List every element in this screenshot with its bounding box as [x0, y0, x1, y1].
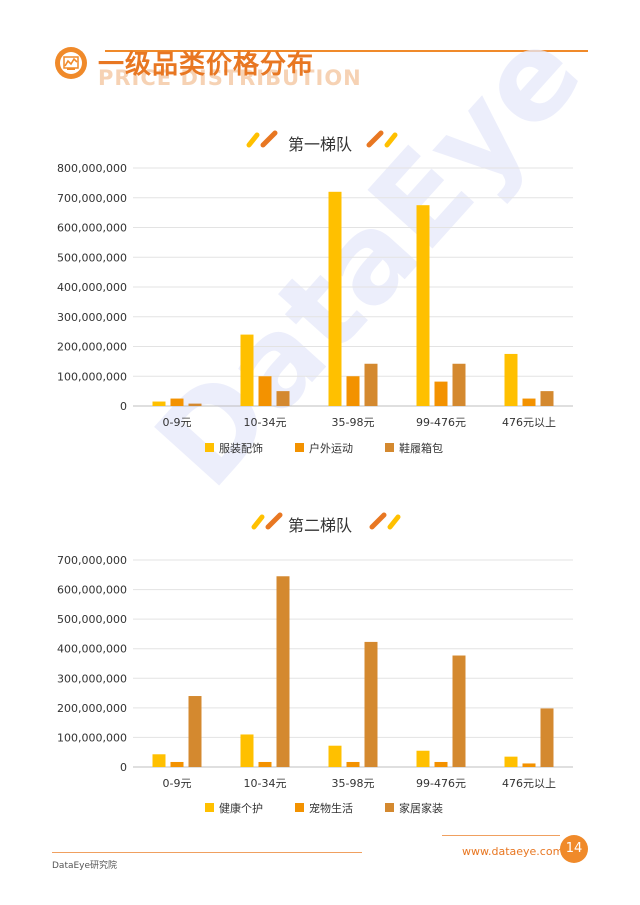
bar — [276, 576, 290, 767]
legend-swatch — [295, 443, 304, 452]
bar — [346, 761, 360, 767]
bar — [452, 655, 466, 767]
chart-1: 0 100,000,000 200,000,000 300,000,000 400,00… — [57, 162, 573, 455]
footer-url[interactable]: www.dataeye.com — [462, 845, 564, 858]
bar — [328, 745, 342, 767]
bar — [434, 761, 448, 767]
bar — [504, 756, 518, 767]
y-tick-label: 0 — [120, 400, 127, 413]
decor-stripe-icon — [251, 512, 283, 530]
bar — [452, 363, 466, 406]
legend-label: 鞋履箱包 — [399, 441, 443, 455]
bar — [364, 363, 378, 406]
legend-label: 户外运动 — [309, 441, 353, 455]
legend-swatch — [205, 443, 214, 452]
x-tick-label: 0-9元 — [163, 416, 192, 429]
legend-swatch — [385, 443, 394, 452]
chart-icon — [55, 47, 87, 79]
x-tick-label: 476元以上 — [502, 416, 556, 429]
y-tick-label: 200,000,000 — [57, 702, 127, 715]
y-tick-label: 300,000,000 — [57, 672, 127, 685]
bar — [540, 708, 554, 767]
bar — [152, 754, 166, 767]
y-tick-label: 500,000,000 — [57, 613, 127, 626]
x-tick-label: 99-476元 — [416, 777, 466, 790]
bar — [504, 353, 518, 406]
y-tick-label: 800,000,000 — [57, 162, 127, 175]
bar — [540, 391, 554, 406]
decor-stripe-icon — [369, 512, 401, 530]
bar — [170, 398, 184, 406]
bar — [416, 205, 430, 406]
legend-label: 家居家装 — [399, 801, 443, 815]
x-tick-label: 0-9元 — [163, 777, 192, 790]
bar — [258, 376, 272, 406]
x-tick-label: 10-34元 — [244, 777, 287, 790]
bar — [522, 398, 536, 406]
y-tick-label: 700,000,000 — [57, 554, 127, 567]
y-tick-label: 600,000,000 — [57, 584, 127, 597]
footer-rule — [52, 852, 362, 853]
legend-label: 宠物生活 — [309, 801, 353, 815]
page-title: 一级品类价格分布 — [98, 50, 315, 80]
footer-org: DataEye研究院 — [52, 861, 118, 871]
x-tick-label: 10-34元 — [244, 416, 287, 429]
y-tick-label: 400,000,000 — [57, 281, 127, 294]
x-tick-label: 35-98元 — [332, 777, 375, 790]
legend-swatch — [205, 803, 214, 812]
legend-label: 健康个护 — [219, 801, 263, 815]
footer-rule — [442, 835, 560, 836]
legend-swatch — [385, 803, 394, 812]
page-number: 14 — [560, 835, 588, 863]
chart-2-title: 第二梯队 — [287, 516, 352, 535]
bar — [188, 696, 202, 767]
y-tick-label: 500,000,000 — [57, 251, 127, 264]
bar — [258, 761, 272, 767]
bar — [170, 761, 184, 767]
legend-swatch — [295, 803, 304, 812]
decor-stripe-icon — [366, 130, 398, 148]
bar — [276, 391, 290, 406]
bar — [152, 401, 166, 406]
x-tick-label: 99-476元 — [416, 416, 466, 429]
y-tick-label: 400,000,000 — [57, 643, 127, 656]
y-tick-label: 600,000,000 — [57, 222, 127, 235]
y-tick-label: 700,000,000 — [57, 192, 127, 205]
bar — [416, 750, 430, 767]
bar — [188, 403, 202, 406]
bar — [346, 376, 360, 406]
bar — [240, 734, 254, 767]
bar — [522, 763, 536, 767]
page-subtitle: PRICE DISTRIBUTION — [98, 66, 362, 90]
y-tick-label: 0 — [120, 761, 127, 774]
decor-stripe-icon — [246, 130, 278, 148]
y-tick-label: 300,000,000 — [57, 311, 127, 324]
bar — [328, 191, 342, 406]
x-tick-label: 476元以上 — [502, 777, 556, 790]
legend-label: 服装配饰 — [219, 441, 263, 455]
bar — [240, 334, 254, 406]
y-tick-label: 100,000,000 — [57, 731, 127, 744]
header-rule — [105, 50, 588, 52]
y-tick-label: 100,000,000 — [57, 370, 127, 383]
chart-1-title: 第一梯队 — [287, 135, 352, 154]
y-tick-label: 200,000,000 — [57, 341, 127, 354]
x-tick-label: 35-98元 — [332, 416, 375, 429]
bar — [434, 381, 448, 406]
bar — [364, 641, 378, 767]
